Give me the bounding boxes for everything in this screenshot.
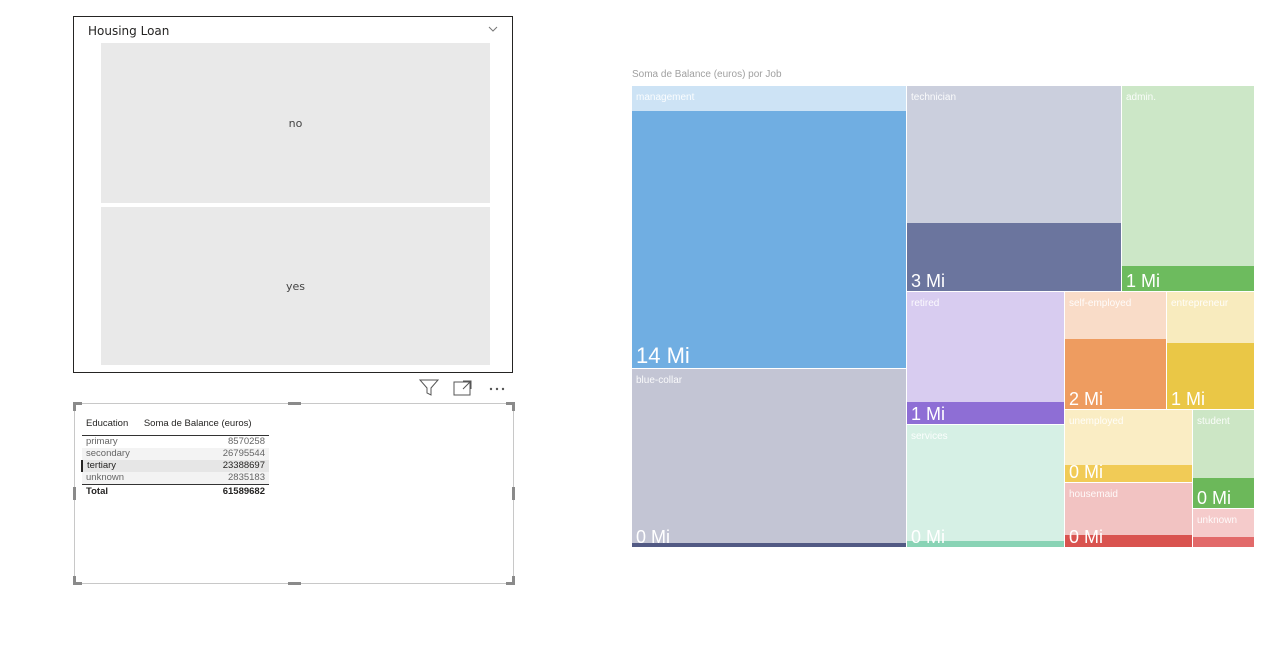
slicer-option-no[interactable]: no <box>101 43 490 203</box>
column-header-balance[interactable]: Soma de Balance (euros) <box>139 411 269 436</box>
treemap-category-label: student <box>1197 416 1230 427</box>
resize-handle[interactable] <box>73 402 82 405</box>
table-row[interactable]: unknown 2835183 <box>82 471 269 485</box>
treemap-category-label: unknown <box>1197 515 1238 526</box>
slicer-option-yes[interactable]: yes <box>101 207 490 365</box>
treemap-category-label: entrepreneur <box>1171 298 1229 309</box>
treemap-tile-unemployed[interactable]: unemployed 0 Mi <box>1065 410 1192 482</box>
resize-handle[interactable] <box>512 402 515 411</box>
resize-handle[interactable] <box>73 487 76 500</box>
column-header-education[interactable]: Education <box>82 411 140 436</box>
treemap-highlight <box>632 111 906 368</box>
housing-loan-slicer: Housing Loan no yes <box>73 16 513 373</box>
treemap-highlight <box>1122 266 1254 291</box>
balance-cell: 8570258 <box>228 435 265 447</box>
education-cell: primary <box>86 435 118 447</box>
balance-cell: 2835183 <box>139 471 269 485</box>
total-value: 61589682 <box>222 485 265 497</box>
job-balance-treemap: management 14 Mi technician 3 Mi admin. 1 Mi b… <box>632 86 1255 548</box>
resize-handle[interactable] <box>506 582 515 585</box>
focus-mode-icon[interactable] <box>452 378 474 398</box>
education-table: Education Soma de Balance (euros) primar… <box>81 411 269 498</box>
treemap-highlight <box>907 541 1064 547</box>
slicer-title: Housing Loan <box>88 24 170 38</box>
treemap-highlight <box>1065 535 1192 547</box>
treemap-highlight <box>1193 537 1254 547</box>
resize-handle[interactable] <box>512 576 515 585</box>
filter-icon[interactable] <box>418 378 440 398</box>
treemap-category-label: unemployed <box>1069 416 1124 427</box>
resize-handle[interactable] <box>73 582 82 585</box>
balance-cell: 23388697 <box>139 459 269 472</box>
education-cell: tertiary <box>81 459 140 472</box>
treemap-tile-management[interactable]: management 14 Mi <box>632 86 906 368</box>
resize-handle[interactable] <box>73 402 76 411</box>
treemap-tile-self-employed[interactable]: self-employed 2 Mi <box>1065 292 1166 409</box>
education-cell: secondary <box>82 447 140 460</box>
treemap-tile-retired[interactable]: retired 1 Mi <box>907 292 1064 424</box>
table-total-row: Total 61589682 <box>82 484 269 498</box>
resize-handle[interactable] <box>506 402 515 405</box>
chevron-down-icon[interactable] <box>486 22 500 36</box>
resize-handle[interactable] <box>73 576 76 585</box>
treemap-category-label: management <box>636 92 695 103</box>
treemap-category-label: admin. <box>1126 92 1157 103</box>
treemap-category-label: blue-collar <box>636 375 683 386</box>
table-row[interactable]: primary 8570258 <box>82 435 269 448</box>
treemap-tile-technician[interactable]: technician 3 Mi <box>907 86 1121 291</box>
table-row[interactable]: secondary 26795544 <box>82 447 269 460</box>
resize-handle[interactable] <box>288 582 301 585</box>
treemap-tile-blue-collar[interactable]: blue-collar 0 Mi <box>632 369 906 547</box>
treemap-tile-entrepreneur[interactable]: entrepreneur 1 Mi <box>1167 292 1254 409</box>
treemap-highlight <box>1065 465 1192 482</box>
treemap-category-label: technician <box>911 92 957 103</box>
treemap-highlight <box>1193 478 1254 508</box>
treemap-title: Soma de Balance (euros) por Job <box>632 69 782 80</box>
treemap-tile-housemaid[interactable]: housemaid 0 Mi <box>1065 483 1192 547</box>
treemap-tile-unknown[interactable]: unknown <box>1193 509 1254 547</box>
total-label: Total <box>86 485 108 497</box>
treemap-tile-admin[interactable]: admin. 1 Mi <box>1122 86 1254 291</box>
education-cell: unknown <box>82 471 140 485</box>
treemap-category-label: self-employed <box>1069 298 1132 309</box>
education-table-visual[interactable]: Education Soma de Balance (euros) primar… <box>73 402 515 585</box>
table-row-selected[interactable]: tertiary 23388697 <box>81 459 269 472</box>
visual-header <box>416 378 512 398</box>
treemap-highlight <box>907 402 1064 424</box>
treemap-highlight <box>1065 339 1166 409</box>
treemap-tile-services[interactable]: services 0 Mi <box>907 425 1064 547</box>
resize-handle[interactable] <box>288 402 301 405</box>
more-options-icon[interactable] <box>486 378 508 398</box>
treemap-highlight <box>907 223 1121 291</box>
treemap-category-label: housemaid <box>1069 489 1118 500</box>
treemap-category-label: retired <box>911 298 940 309</box>
treemap-highlight <box>1167 343 1254 409</box>
treemap-highlight <box>632 543 906 547</box>
treemap-tile-student[interactable]: student 0 Mi <box>1193 410 1254 508</box>
treemap-category-label: services <box>911 431 948 442</box>
balance-cell: 26795544 <box>139 447 269 460</box>
resize-handle[interactable] <box>512 487 515 500</box>
